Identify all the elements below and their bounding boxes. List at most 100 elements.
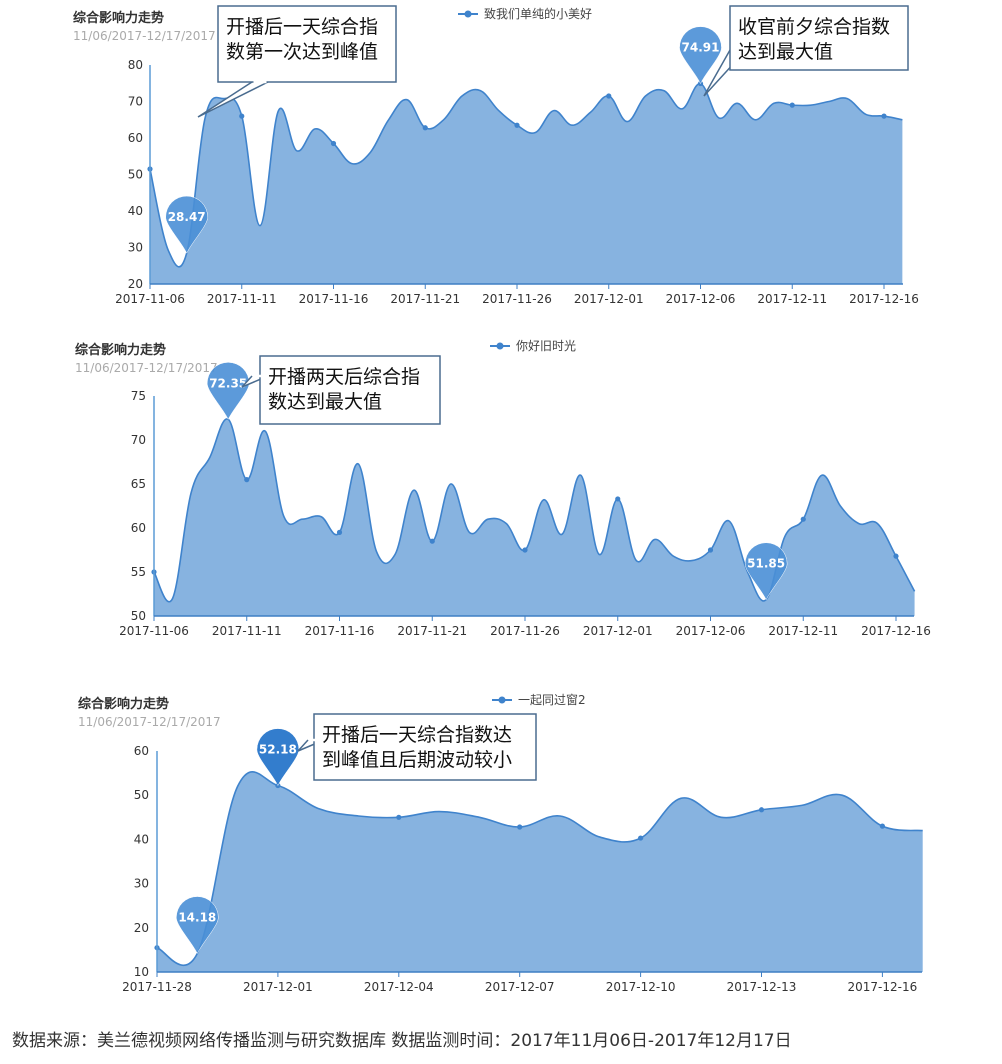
data-source-footer: 数据来源：美兰德视频网络传播监测与研究数据库 数据监测时间：2017年11月06…	[12, 1031, 792, 1051]
y-tick-label: 65	[131, 477, 146, 491]
annotation-callout-1-box	[259, 355, 441, 425]
x-tick-label: 2017-11-11	[212, 624, 282, 638]
legend-dot-icon	[464, 10, 472, 18]
legend-label: 你好旧时光	[516, 339, 576, 353]
data-point	[517, 824, 523, 830]
series-area	[157, 771, 923, 972]
chart-title: 综合影响力走势	[75, 342, 166, 358]
marker-pin-2-shape	[256, 728, 300, 787]
data-point	[396, 814, 402, 820]
data-point	[330, 140, 337, 147]
chart-title: 综合影响力走势	[73, 10, 164, 26]
data-point	[638, 835, 644, 841]
chart-title: 综合影响力走势	[78, 696, 169, 712]
marker-pin-2-shape	[744, 542, 788, 601]
data-point	[789, 102, 795, 108]
x-tick-label: 2017-12-11	[768, 624, 838, 638]
x-tick-label: 2017-11-28	[122, 980, 192, 994]
data-point	[707, 547, 714, 553]
y-tick-label: 50	[131, 609, 146, 623]
annotation-callout-2-line-2: 达到最大值	[738, 41, 833, 63]
x-tick-label: 2017-12-11	[757, 292, 827, 306]
chart-subtitle: 11/06/2017-12/17/2017	[78, 715, 221, 729]
data-point	[758, 807, 765, 813]
x-tick-label: 2017-11-21	[397, 624, 467, 638]
marker-pin-1: 28.47	[165, 195, 208, 254]
x-tick-label: 2017-12-04	[364, 980, 434, 994]
y-tick-label: 50	[128, 168, 143, 182]
y-tick-label: 70	[131, 433, 146, 447]
x-tick-label: 2017-12-01	[243, 980, 313, 994]
y-tick-label: 40	[128, 204, 143, 218]
x-tick-label: 2017-12-16	[861, 624, 931, 638]
x-tick-label: 2017-12-01	[574, 292, 644, 306]
x-tick-label: 2017-11-16	[305, 624, 375, 638]
series-area	[154, 418, 915, 616]
annotation-callout-1-line-1: 开播后一天综合指	[226, 16, 378, 38]
y-tick-label: 30	[134, 877, 149, 891]
marker-pin-2: 74.91	[679, 26, 722, 85]
series-area	[150, 83, 903, 284]
x-tick-label: 2017-12-13	[727, 980, 797, 994]
legend-label: 致我们单纯的小美好	[484, 6, 592, 21]
annotation-callout-1-box	[313, 713, 537, 781]
marker-pin-2-label: 52.18	[259, 743, 297, 757]
data-point	[615, 496, 621, 502]
marker-pin-1-shape	[206, 362, 250, 420]
x-tick-label: 2017-12-01	[583, 624, 653, 638]
marker-pin-1-label: 14.18	[178, 911, 216, 925]
data-point	[879, 823, 886, 829]
marker-pin-2-label: 74.91	[682, 41, 720, 55]
annotation-callout-2-line-1: 收官前夕综合指数	[738, 16, 890, 38]
y-tick-label: 20	[134, 921, 149, 935]
marker-pin-1-shape	[165, 195, 208, 254]
x-tick-label: 2017-11-06	[115, 292, 185, 306]
y-tick-label: 50	[134, 788, 149, 802]
data-point	[514, 122, 520, 128]
x-tick-label: 2017-12-10	[606, 980, 676, 994]
annotation-callout-1-box	[217, 5, 397, 83]
x-tick-label: 2017-11-26	[482, 292, 552, 306]
annotation-callout-1-line-2: 数第一次达到峰值	[226, 41, 378, 63]
marker-pin-1: 72.35	[206, 362, 250, 420]
data-point	[606, 93, 612, 99]
data-point	[893, 553, 899, 559]
y-tick-label: 70	[128, 95, 143, 109]
y-tick-label: 20	[128, 277, 143, 291]
legend-dot-icon	[496, 342, 504, 350]
x-tick-label: 2017-11-06	[119, 624, 189, 638]
y-tick-label: 60	[128, 131, 143, 145]
y-tick-label: 40	[134, 832, 149, 846]
y-tick-label: 10	[134, 965, 149, 979]
chart-legend: 一起同过窗2	[492, 693, 586, 707]
chart-legend: 致我们单纯的小美好	[458, 6, 592, 21]
data-point	[422, 125, 428, 131]
legend-label: 一起同过窗2	[518, 693, 586, 707]
y-tick-label: 60	[131, 521, 146, 535]
chart-subtitle: 11/06/2017-12/17/2017	[73, 29, 216, 43]
x-tick-label: 2017-11-21	[390, 292, 460, 306]
data-point	[881, 113, 887, 119]
x-tick-label: 2017-11-16	[299, 292, 369, 306]
x-tick-label: 2017-12-06	[676, 624, 746, 638]
marker-pin-2: 51.85	[744, 542, 788, 601]
data-point	[429, 538, 435, 544]
marker-pin-1: 14.18	[176, 896, 219, 955]
marker-pin-1-shape	[176, 896, 219, 955]
marker-pin-1-label: 72.35	[209, 376, 247, 390]
marker-pin-2: 52.18	[256, 728, 300, 787]
data-point	[239, 113, 245, 119]
y-tick-label: 80	[128, 58, 143, 72]
annotation-callout-1-pointer	[197, 81, 269, 118]
annotation-callout-1-line-1: 开播后一天综合指数达	[322, 724, 512, 746]
x-tick-label: 2017-12-07	[485, 980, 555, 994]
chart-panel-1: 综合影响力走势 11/06/2017-12/17/2017 致我们单纯的小美好 20 3…	[73, 5, 919, 306]
y-tick-label: 55	[131, 565, 146, 579]
data-point	[800, 516, 806, 522]
data-point	[244, 477, 250, 483]
y-tick-label: 75	[131, 389, 146, 403]
data-point	[336, 529, 343, 536]
